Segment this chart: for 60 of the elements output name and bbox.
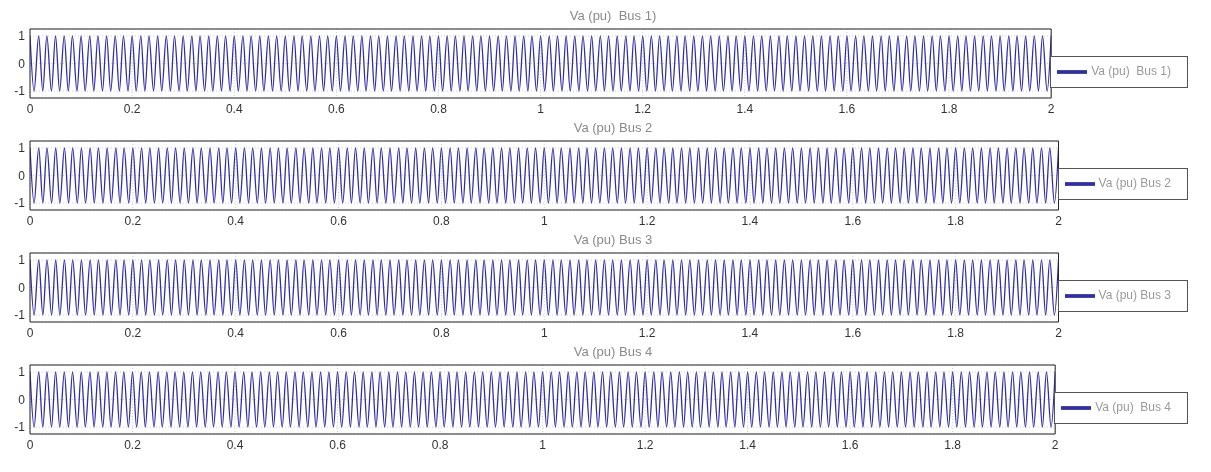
chart-title: Va (pu) Bus 3: [572, 232, 654, 248]
x-tick-label: 1.8: [947, 325, 965, 340]
x-tick-label: 1.6: [841, 437, 859, 452]
x-tick-label: 1.6: [844, 325, 862, 340]
x-tick-label: 1.2: [638, 325, 656, 340]
x-tick-label: 0.6: [329, 437, 347, 452]
x-tick-label: 0.6: [330, 213, 348, 228]
x-tick-label: 0.4: [226, 437, 244, 452]
chart-title: Va (pu) Bus 1): [568, 8, 658, 24]
y-tick-label: -1: [14, 308, 26, 323]
legend-label: Va (pu) Bus 4: [1095, 400, 1171, 415]
y-tick-label: 1: [18, 365, 26, 380]
x-tick-label: 2: [1055, 325, 1063, 340]
y-tick-label: 1: [18, 29, 26, 44]
x-tick-label: 1.8: [944, 437, 962, 452]
x-tick-label: 1.4: [741, 213, 759, 228]
y-tick-label: 1: [18, 253, 26, 268]
y-tick-label: -1: [14, 420, 26, 435]
x-tick-label: 0.4: [227, 213, 245, 228]
y-tick-label: -1: [14, 196, 26, 211]
x-tick-label: 0.2: [124, 437, 142, 452]
y-tick-label: 0: [18, 280, 26, 295]
x-tick-label: 0.4: [225, 101, 243, 116]
x-tick-label: 1: [537, 101, 545, 116]
x-tick-label: 0.6: [330, 325, 348, 340]
x-tick-label: 1.8: [940, 101, 958, 116]
x-tick-label: 0.6: [328, 101, 346, 116]
x-tick-label: 0.8: [430, 101, 448, 116]
y-tick-label: 1: [18, 141, 26, 156]
x-tick-label: 0.2: [124, 213, 142, 228]
legend-label: Va (pu) Bus 3: [1098, 288, 1171, 303]
x-tick-label: 2: [1047, 101, 1055, 116]
x-tick-label: 0.4: [227, 325, 245, 340]
legend-label: Va (pu) Bus 2: [1098, 176, 1171, 191]
x-tick-label: 1.4: [741, 325, 759, 340]
x-tick-label: 1.2: [636, 437, 654, 452]
x-tick-label: 0.2: [123, 101, 141, 116]
y-tick-label: 0: [18, 168, 26, 183]
x-tick-label: 1: [540, 325, 548, 340]
x-tick-label: 1.8: [947, 213, 965, 228]
x-tick-label: 2: [1055, 213, 1063, 228]
x-tick-label: 0.8: [431, 437, 449, 452]
x-tick-label: 1.2: [634, 101, 652, 116]
x-tick-label: 1.4: [736, 101, 754, 116]
x-tick-label: 0.2: [124, 325, 142, 340]
chart-title: Va (pu) Bus 4: [572, 344, 654, 360]
x-tick-label: 2: [1051, 437, 1059, 452]
x-tick-label: 1: [539, 437, 547, 452]
y-tick-label: 0: [18, 392, 26, 407]
x-tick-label: 0.8: [433, 213, 451, 228]
x-tick-label: 1.2: [638, 213, 656, 228]
x-tick-label: 1.6: [844, 213, 862, 228]
legend-label: Va (pu) Bus 1): [1091, 64, 1171, 79]
x-tick-label: 1.6: [838, 101, 856, 116]
x-tick-label: 1: [540, 213, 548, 228]
x-tick-label: 0.8: [433, 325, 451, 340]
chart-title: Va (pu) Bus 2: [572, 120, 654, 136]
y-tick-label: -1: [14, 84, 26, 99]
x-tick-label: 1.4: [739, 437, 757, 452]
y-tick-label: 0: [18, 56, 26, 71]
